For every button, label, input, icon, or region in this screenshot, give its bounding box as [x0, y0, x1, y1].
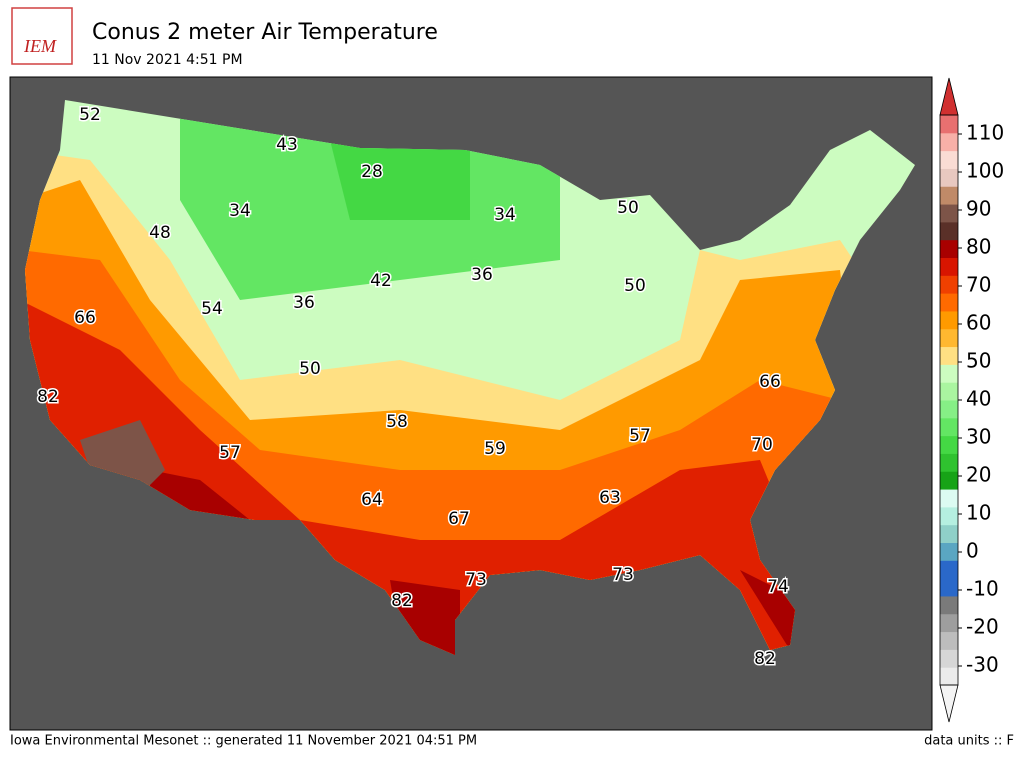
colorbar-segment: [940, 435, 958, 454]
colorbar-tick-label: -20: [966, 615, 999, 639]
map-label: 50: [299, 359, 321, 379]
map-label: 42: [370, 271, 392, 291]
map-label: 82: [391, 591, 413, 611]
map-label: 67: [448, 509, 470, 529]
colorbar-tick-label: 0: [966, 539, 979, 563]
map-label: 54: [201, 299, 223, 319]
colorbar-segment: [940, 150, 958, 169]
map-label: 70: [751, 435, 773, 455]
colorbar-segment: [940, 471, 958, 490]
colorbar: -30 -20 -10 0 10 20 30 40 50 60 70 80 90 100 110: [939, 77, 1004, 723]
colorbar-segment: [940, 667, 958, 686]
colorbar-segment: [940, 649, 958, 668]
map-label: 28: [361, 162, 383, 182]
colorbar-tick-label: 60: [966, 311, 991, 335]
colorbar-tick-label: 100: [966, 159, 1004, 183]
colorbar-tick-label: 70: [966, 273, 991, 297]
colorbar-segment: [940, 346, 958, 365]
logo: IEM: [11, 7, 73, 65]
colorbar-segment: [940, 524, 958, 543]
colorbar-segment: [940, 631, 958, 650]
map-label: 50: [624, 276, 646, 296]
map-label: 57: [219, 443, 241, 463]
colorbar-tick-label: 30: [966, 425, 991, 449]
colorbar-segment: [940, 239, 958, 258]
colorbar-tick-label: 90: [966, 197, 991, 221]
colorbar-segment: [940, 453, 958, 472]
map-label: 66: [759, 372, 781, 392]
colorbar-tick-label: 80: [966, 235, 991, 259]
colorbar-segment: [940, 382, 958, 401]
colorbar-tick-label: 110: [966, 121, 1004, 145]
map-label: 66: [74, 308, 96, 328]
colorbar-segment: [940, 400, 958, 419]
colorbar-segment: [940, 204, 958, 223]
logo-text: IEM: [23, 36, 57, 56]
map-label: 43: [276, 135, 298, 155]
map-label: 82: [37, 387, 59, 407]
map-label: 48: [149, 223, 171, 243]
title: Conus 2 meter Air Temperature: [92, 20, 438, 45]
map-label: 63: [599, 488, 621, 508]
colorbar-segment: [940, 578, 958, 597]
colorbar-extend-bottom: [939, 684, 959, 723]
map-label: 64: [361, 490, 383, 510]
colorbar-segment: [940, 542, 958, 561]
colorbar-extend-top: [939, 77, 959, 116]
colorbar-segment: [940, 186, 958, 205]
map-label: 36: [293, 293, 315, 313]
subtitle: 11 Nov 2021 4:51 PM: [92, 52, 243, 68]
colorbar-tick-label: 20: [966, 463, 991, 487]
footer-left: Iowa Environmental Mesonet :: generated …: [10, 734, 477, 749]
colorbar-segment: [940, 257, 958, 276]
colorbar-segment: [940, 506, 958, 526]
colorbar-segment: [940, 275, 958, 294]
colorbar-tick-label: 40: [966, 387, 991, 411]
colorbar-tick-label: 50: [966, 349, 991, 373]
colorbar-segment: [940, 221, 958, 241]
map-label: 73: [612, 565, 634, 585]
colorbar-segment: [940, 489, 958, 508]
map-label: 58: [386, 412, 408, 432]
colorbar-tick-label: 10: [966, 501, 991, 525]
map-label: 73: [465, 570, 487, 590]
colorbar-tick-label: -10: [966, 577, 999, 601]
map-label: 50: [617, 198, 639, 218]
colorbar-segment: [940, 115, 958, 134]
colorbar-segment: [940, 310, 958, 330]
map-label: 74: [767, 577, 789, 597]
map-label: 34: [229, 201, 251, 221]
colorbar-segment: [940, 364, 958, 383]
colorbar-segment: [940, 595, 958, 615]
colorbar-segment: [940, 560, 958, 579]
colorbar-segment: [940, 293, 958, 312]
map-labels: 52 43 28 34 48 34 50 42 36 50 54 36 66 5…: [36, 104, 791, 671]
map-label: 36: [471, 265, 493, 285]
colorbar-segment: [940, 132, 958, 152]
map-label: 82: [754, 649, 776, 669]
colorbar-segment: [940, 613, 958, 633]
map-label: 59: [484, 439, 506, 459]
colorbar-segment: [940, 168, 958, 187]
colorbar-segment: [940, 328, 958, 348]
map-label: 34: [494, 205, 516, 225]
colorbar-tick-label: -30: [966, 653, 999, 677]
map-label: 52: [79, 105, 101, 125]
map-label: 57: [629, 426, 651, 446]
footer-right: data units :: F: [924, 734, 1014, 749]
colorbar-segment: [940, 417, 958, 437]
